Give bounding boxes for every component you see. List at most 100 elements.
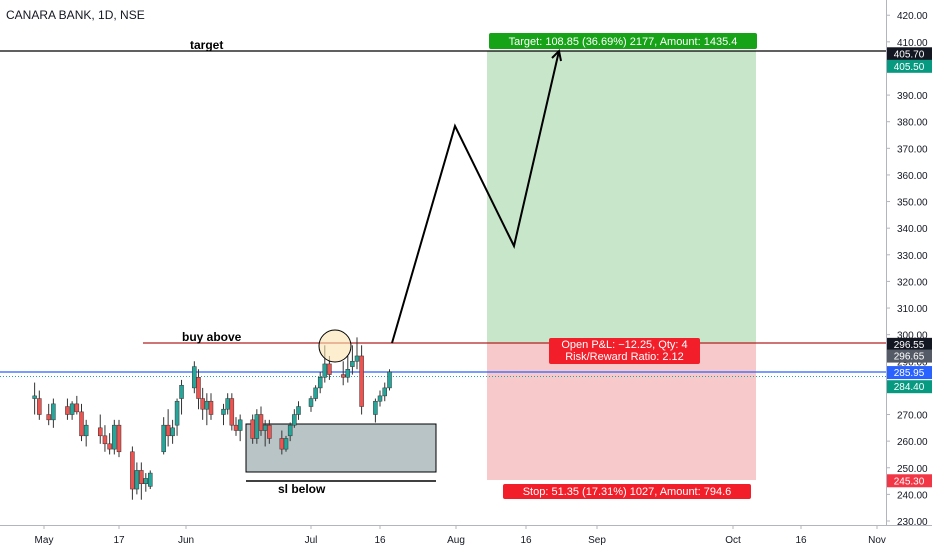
candle-body [196,377,201,399]
price-tick-label: 290.00 [897,357,928,368]
candle[interactable] [345,355,351,383]
candle-body [373,400,378,415]
candle[interactable] [65,398,70,420]
time-tick-label: Oct [725,535,741,546]
candle-body [225,398,230,410]
candle-body [292,414,297,426]
candle[interactable] [200,387,205,420]
price-badge [887,47,932,61]
candle[interactable] [382,382,387,402]
target-annotation[interactable]: target [190,38,223,52]
price-tick-label: 300.00 [897,331,928,342]
candle[interactable] [51,398,56,428]
price-badge [887,337,932,351]
candle-body [200,398,205,410]
price-tick-label: 360.00 [897,171,928,182]
candle[interactable] [296,401,301,420]
candle-body [279,438,285,450]
candle[interactable] [387,369,392,391]
candle[interactable] [165,409,171,447]
price-tick-label: 230.00 [897,517,928,528]
candle[interactable] [373,398,378,423]
candle[interactable] [98,414,103,444]
candle[interactable] [221,403,226,426]
candle[interactable] [107,433,112,455]
candle-body [107,443,112,450]
time-tick-label: Nov [868,535,886,546]
candle[interactable] [139,462,144,500]
price-tick-label: 340.00 [897,224,928,235]
price-axis[interactable]: 230.00240.00250.00260.00270.00280.00290.… [886,11,928,528]
projection-path[interactable] [391,50,560,344]
candle-body [229,398,235,426]
candle[interactable] [74,395,80,415]
candle[interactable] [192,361,197,394]
symbol-title: CANARA BANK, 1D, NSE [6,8,145,22]
time-axis[interactable]: May 17 Jun Jul 16 Aug 16 Sep Oct 16 Nov [35,526,886,546]
candle[interactable] [179,379,184,415]
candle[interactable] [313,385,318,402]
candle-body [208,400,214,415]
buy-above-annotation[interactable]: buy above [182,330,242,344]
candle-body [174,400,180,426]
candle[interactable] [225,393,230,415]
candle-body [322,363,328,378]
candle-body [221,408,226,415]
candle[interactable] [354,337,360,370]
candle[interactable] [102,425,108,452]
candle[interactable] [287,422,293,442]
candle[interactable] [377,390,383,407]
candle[interactable] [350,345,355,375]
target-label: Target: 108.85 (36.69%) 2177, Amount: 14… [509,36,738,48]
candle[interactable] [37,390,42,420]
candle[interactable] [267,419,272,444]
candle-body [161,424,166,453]
candle[interactable] [112,419,117,455]
candle[interactable] [340,361,346,386]
stop-zone-box[interactable] [245,423,437,473]
candle-body [350,361,355,367]
price-tick-label: 270.00 [897,411,928,422]
candle[interactable] [148,470,153,490]
candle[interactable] [254,409,260,444]
candle[interactable] [233,417,239,436]
candle[interactable] [143,473,149,492]
candle-body [262,424,268,431]
candle-body [170,427,175,437]
candle[interactable] [46,403,51,426]
candle[interactable] [359,345,364,415]
sl-below-annotation[interactable]: sl below [278,482,326,496]
candle[interactable] [308,395,314,412]
candle[interactable] [116,419,122,458]
price-badge-label: 405.70 [894,49,925,60]
candle[interactable] [258,406,264,436]
time-tick-label: Jul [305,535,318,546]
price-badge [887,366,932,380]
candle[interactable] [32,382,37,415]
candle[interactable] [317,371,323,394]
time-tick-label: Aug [447,535,465,546]
candle[interactable] [229,393,235,431]
price-tick-label: 380.00 [897,118,928,129]
candle-body [317,377,323,389]
candle-body [102,435,108,445]
candle[interactable] [134,462,140,495]
candle[interactable] [196,369,201,410]
candle[interactable] [283,435,289,452]
candle[interactable] [292,409,297,428]
candle[interactable] [161,417,166,455]
candle[interactable] [170,419,175,444]
candle-body [237,419,243,431]
candle-body [69,403,75,415]
candle[interactable] [79,403,84,442]
candle[interactable] [83,419,89,447]
candle[interactable] [237,414,243,442]
highlight-circle[interactable] [318,329,352,363]
candle[interactable] [204,393,210,426]
candle[interactable] [130,446,135,500]
candle[interactable] [174,398,180,436]
candle[interactable] [208,393,214,420]
candle[interactable] [69,401,75,420]
candle-body [382,387,387,397]
